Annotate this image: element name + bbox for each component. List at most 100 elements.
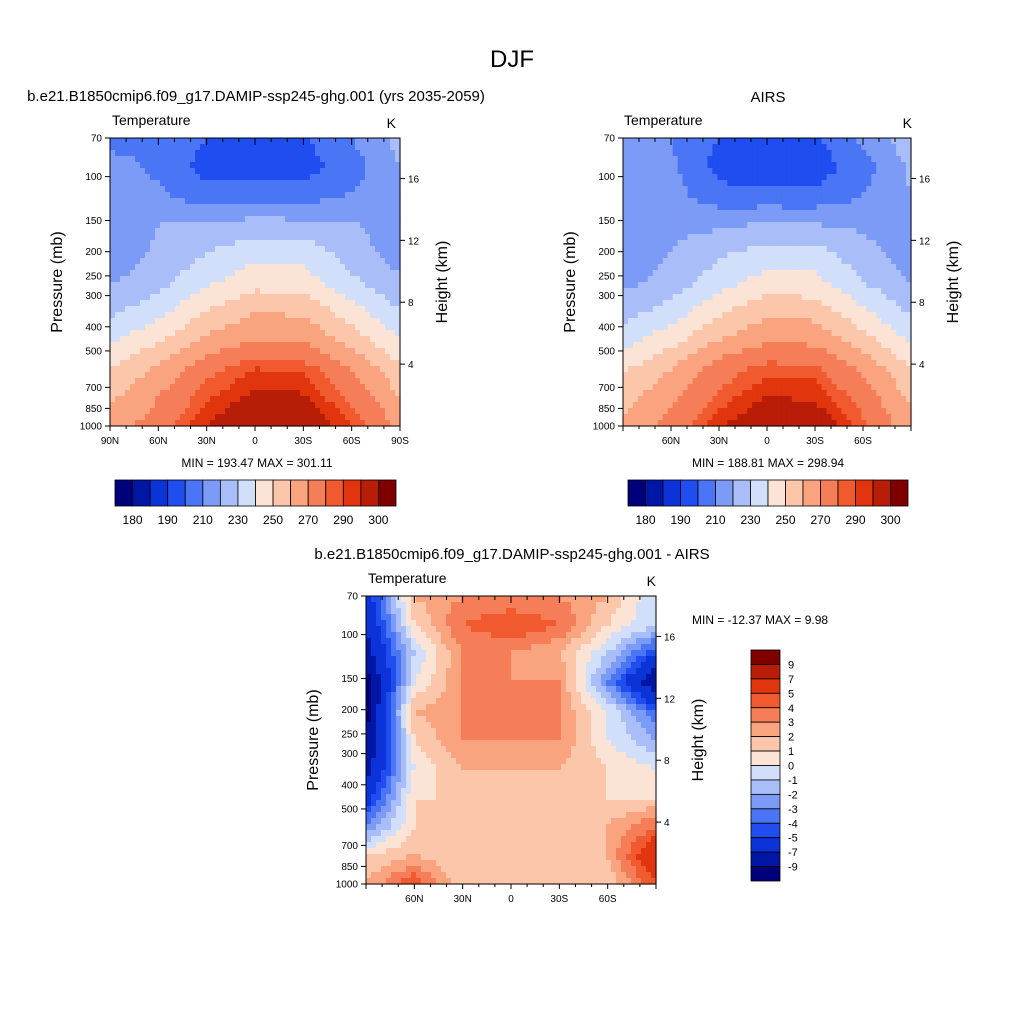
airs-heat-cell: [762, 162, 768, 169]
model-heat-cell: [350, 294, 356, 301]
airs-heat-cell: [891, 306, 897, 313]
model-heat-cell: [130, 168, 136, 175]
airs-heat-cell: [786, 312, 793, 319]
airs-heat-cell: [816, 324, 823, 331]
model-heat-cell: [145, 354, 151, 361]
model-heat-cell: [320, 198, 326, 205]
airs-heat-cell: [786, 306, 793, 313]
airs-heat-cell: [757, 234, 763, 241]
airs-heat-cell: [871, 234, 877, 241]
airs-heat-cell: [881, 258, 887, 265]
airs-heat-cell: [747, 180, 753, 187]
airs-heat-cell: [637, 354, 644, 361]
model-heat-cell: [395, 240, 401, 247]
airs-heat-cell: [667, 294, 674, 301]
model-heat-cell: [225, 294, 231, 301]
model-heat-cell: [200, 198, 206, 205]
airs-heat-cell: [762, 252, 768, 259]
airs-heat-cell: [781, 210, 788, 217]
model-heat-cell: [360, 150, 366, 157]
model-heat-cell: [185, 408, 191, 415]
airs-heat-cell: [871, 306, 877, 313]
airs-heat-cell: [866, 246, 872, 253]
airs-heat-cell: [906, 324, 912, 331]
airs-heat-cell: [672, 312, 679, 319]
model-heat-cell: [165, 240, 171, 247]
airs-heat-cell: [667, 174, 674, 181]
airs-heat-cell: [871, 270, 877, 277]
model-heat-cell: [280, 420, 286, 427]
airs-heat-cell: [831, 156, 838, 163]
model-heat-cell: [310, 234, 316, 241]
model-heat-cell: [245, 174, 251, 181]
airs-heat-cell: [682, 198, 689, 205]
airs-heat-cell: [632, 210, 639, 217]
airs-heat-cell: [881, 336, 887, 343]
model-heat-cell: [165, 330, 171, 337]
airs-heat-cell: [781, 276, 788, 283]
model-heat-cell: [155, 198, 161, 205]
airs-heat-cell: [692, 168, 699, 175]
model-heat-cell: [355, 216, 361, 223]
airs-heat-cell: [702, 348, 709, 355]
airs-heat-cell: [846, 258, 853, 265]
model-heat-cell: [335, 318, 341, 325]
model-heat-cell: [315, 222, 321, 229]
model-heat-cell: [180, 270, 186, 277]
model-heat-cell: [370, 330, 376, 337]
airs-heat-cell: [632, 198, 639, 205]
model-heat-cell: [340, 414, 346, 421]
airs-heat-cell: [737, 240, 743, 247]
airs-heat-cell: [796, 204, 803, 211]
model-heat-cell: [350, 366, 356, 373]
model-heat-cell: [375, 234, 381, 241]
model-heat-cell: [340, 144, 346, 151]
model-heat-cell: [150, 156, 156, 163]
model-heat-cell: [235, 408, 241, 415]
airs-heat-cell: [856, 276, 862, 283]
model-heat-cell: [135, 216, 141, 223]
model-heat-cell: [255, 282, 261, 289]
model-heat-cell: [300, 186, 306, 193]
model-heat-cell: [215, 354, 221, 361]
model-heat-cell: [235, 360, 241, 367]
airs-heat-cell: [672, 300, 679, 307]
model-heat-cell: [315, 420, 321, 427]
model-heat-cell: [165, 420, 171, 427]
model-heat-cell: [325, 228, 331, 235]
model-heat-cell: [235, 348, 241, 355]
model-heat-cell: [165, 390, 171, 397]
airs-heat-cell: [623, 288, 629, 295]
airs-heat-cell: [841, 156, 848, 163]
model-heat-cell: [315, 210, 321, 217]
airs-heat-cell: [776, 306, 783, 313]
airs-heat-cell: [901, 186, 907, 193]
airs-heat-cell: [891, 264, 897, 271]
model-heat-cell: [125, 168, 131, 175]
airs-heat-cell: [637, 192, 644, 199]
airs-heat-cell: [801, 186, 808, 193]
model-heat-cell: [115, 258, 121, 265]
model-heat-cell: [190, 270, 196, 277]
model-heat-cell: [390, 300, 396, 307]
model-heat-cell: [145, 324, 151, 331]
model-heat-cell: [245, 258, 251, 265]
airs-heat-cell: [851, 198, 857, 205]
airs-heat-cell: [727, 216, 733, 223]
model-heat-cell: [370, 246, 376, 253]
model-heat-cell: [330, 168, 336, 175]
airs-heat-cell: [791, 234, 798, 241]
airs-heat-cell: [702, 258, 709, 265]
model-heat-cell: [250, 228, 256, 235]
airs-heat-cell: [642, 294, 649, 301]
model-heat-cell: [255, 276, 261, 283]
panel-model-minmax: MIN = 193.47 MAX = 301.11: [181, 456, 333, 470]
airs-heat-cell: [632, 318, 639, 325]
airs-heat-cell: [781, 156, 788, 163]
airs-heat-cell: [677, 246, 684, 253]
model-heat-cell: [115, 240, 121, 247]
model-heat-cell: [175, 156, 181, 163]
model-heat-cell: [260, 414, 266, 421]
model-heat-cell: [295, 180, 301, 187]
model-heat-cell: [220, 210, 226, 217]
